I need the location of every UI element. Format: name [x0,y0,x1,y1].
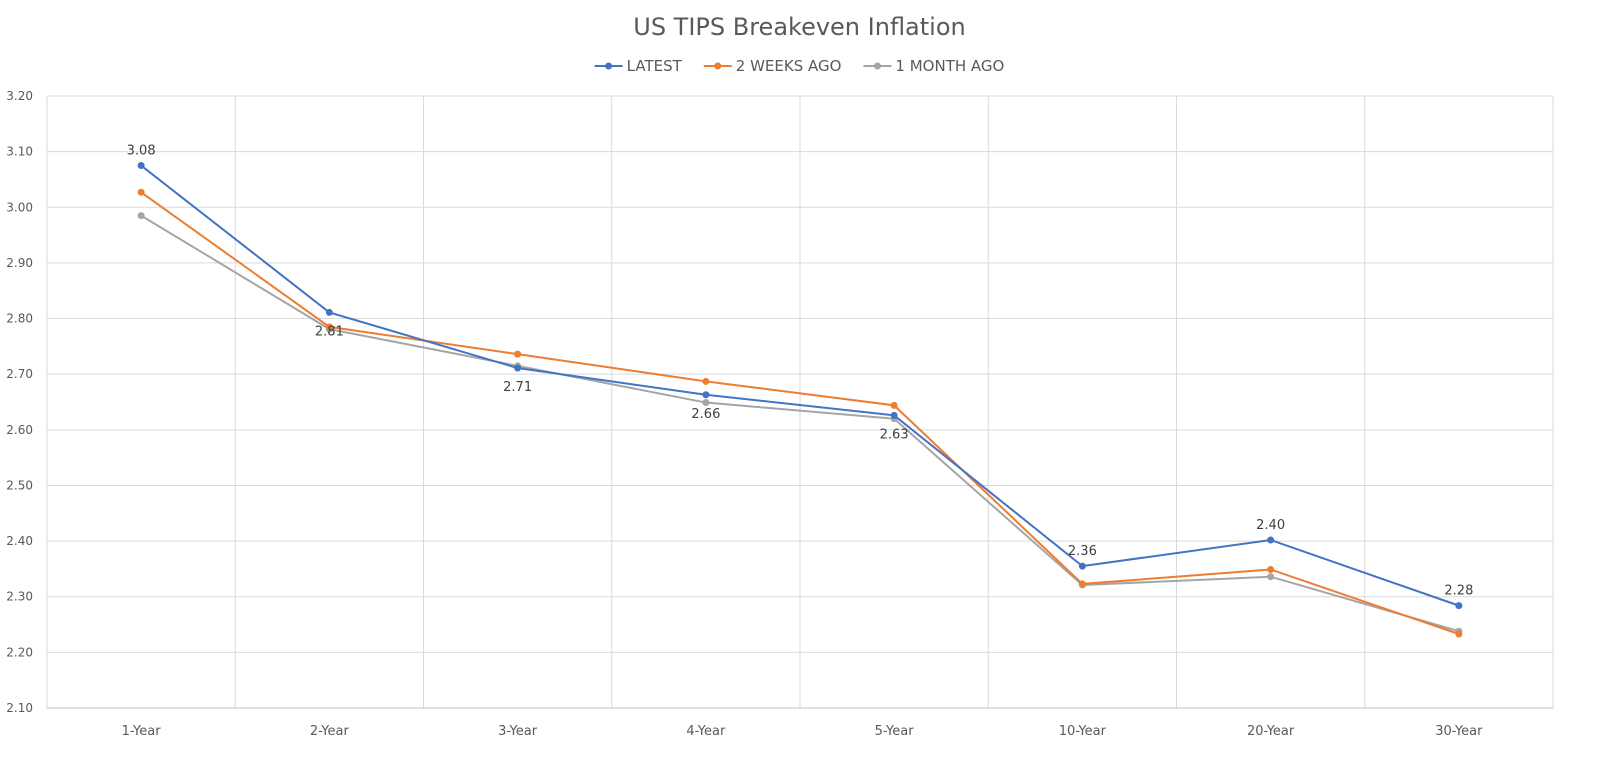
data-label: 2.81 [315,324,344,339]
legend-label: LATEST [627,57,683,75]
data-label: 2.36 [1068,544,1097,559]
data-label: 2.71 [503,380,532,395]
data-point-2-weeks-ago [137,188,145,196]
y-tick-label: 2.40 [6,534,33,548]
y-tick-label: 3.00 [6,200,33,214]
x-tick-label: 5-Year [875,724,915,739]
data-point-latest [1455,602,1463,610]
series-line-latest [140,164,1460,607]
data-label: 2.63 [880,427,909,442]
x-tick-label: 3-Year [498,724,538,739]
x-tick-label: 1-Year [122,724,162,739]
data-point-2-weeks-ago [890,401,898,409]
legend-swatch-marker [873,62,881,70]
data-label: 2.40 [1256,518,1285,533]
y-tick-label: 2.30 [6,590,33,604]
y-tick-label: 2.60 [6,423,33,437]
x-tick-label: 30-Year [1435,724,1483,739]
gridlines [46,95,1554,708]
data-point-2-weeks-ago [1078,580,1086,588]
y-tick-label: 2.50 [6,478,33,492]
y-tick-label: 2.10 [6,701,33,715]
legend-item: 2 WEEKS AGO [703,57,842,75]
data-point-2-weeks-ago [1267,565,1275,573]
legend-item: LATEST [594,57,683,75]
data-point-1-month-ago [702,399,710,407]
y-tick-label: 3.20 [6,89,33,103]
data-point-1-month-ago [1267,573,1275,581]
data-point-latest [137,162,145,170]
series-group [137,162,1463,638]
data-point-latest [514,364,522,372]
data-point-2-weeks-ago [514,350,522,358]
data-point-latest [890,411,898,419]
data-labels: 3.08 2.81 2.71 2.66 2.63 2.36 2.40 2.28 [127,144,1474,599]
series-line-2-weeks-ago [140,191,1460,635]
x-tick-label: 2-Year [310,724,350,739]
y-tick-label: 3.10 [6,145,33,159]
series-line-1-month-ago [140,214,1460,633]
legend-swatch-marker [605,62,613,70]
legend-item: 1 MONTH AGO [863,57,1004,75]
legend-swatch-marker [714,62,722,70]
data-point-1-month-ago [137,212,145,220]
y-tick-label: 2.80 [6,312,33,326]
axes: 2.10 2.20 2.30 2.40 2.50 2.60 2.70 2.80 2.90 3.00… [6,89,1553,739]
data-label: 2.28 [1444,584,1473,599]
x-tick-label: 10-Year [1059,724,1107,739]
legend-label: 2 WEEKS AGO [736,57,842,75]
data-point-latest [1078,562,1086,570]
data-point-2-weeks-ago [325,323,333,331]
x-tick-label: 20-Year [1247,724,1295,739]
x-tick-label: 4-Year [686,724,726,739]
y-tick-label: 2.20 [6,645,33,659]
data-point-latest [1267,536,1275,544]
data-label: 2.66 [691,407,720,422]
legend-label: 1 MONTH AGO [895,57,1004,75]
legend: LATEST 2 WEEKS AGO 1 MONTH AGO [594,57,1004,75]
y-tick-label: 2.70 [6,367,33,381]
data-point-2-weeks-ago [1455,630,1463,638]
data-point-latest [325,308,333,316]
y-tick-label: 2.90 [6,256,33,270]
data-label: 3.08 [127,144,156,159]
data-point-latest [702,391,710,399]
chart-title: US TIPS Breakeven Inflation [633,13,965,41]
data-point-2-weeks-ago [702,377,710,385]
